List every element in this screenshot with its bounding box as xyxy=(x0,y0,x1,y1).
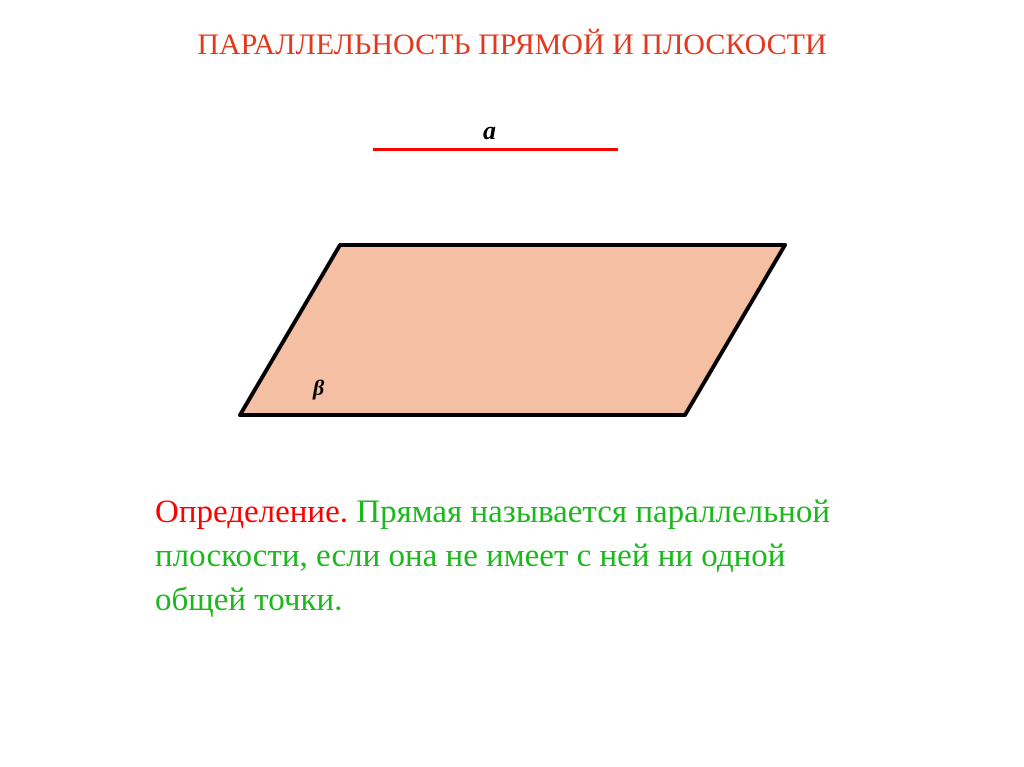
plane-svg xyxy=(225,230,800,430)
line-a-label: a xyxy=(483,116,496,146)
line-a xyxy=(373,148,618,151)
plane-label: β xyxy=(313,375,324,401)
definition-text: Определение. Прямая называется параллель… xyxy=(155,490,875,622)
page-title: ПАРАЛЛЕЛЬНОСТЬ ПРЯМОЙ И ПЛОСКОСТИ xyxy=(0,28,1024,62)
slide-page: ПАРАЛЛЕЛЬНОСТЬ ПРЯМОЙ И ПЛОСКОСТИ a β Оп… xyxy=(0,0,1024,767)
title-text: ПАРАЛЛЕЛЬНОСТЬ ПРЯМОЙ И ПЛОСКОСТИ xyxy=(197,28,826,61)
diagram-area: a β xyxy=(225,120,800,440)
definition-word: Определение. xyxy=(155,494,348,530)
line-a-group: a xyxy=(373,148,618,151)
